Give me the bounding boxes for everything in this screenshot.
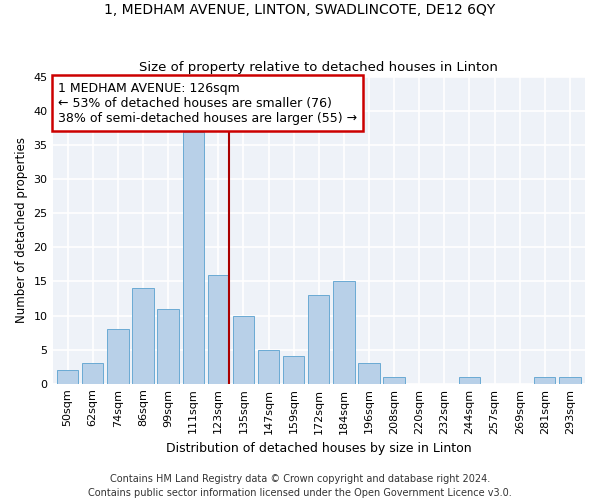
Bar xyxy=(107,329,128,384)
Bar xyxy=(233,316,254,384)
Text: 1 MEDHAM AVENUE: 126sqm
← 53% of detached houses are smaller (76)
38% of semi-de: 1 MEDHAM AVENUE: 126sqm ← 53% of detache… xyxy=(58,82,357,124)
Bar xyxy=(132,288,154,384)
Bar xyxy=(358,363,380,384)
Bar xyxy=(258,350,279,384)
Title: Size of property relative to detached houses in Linton: Size of property relative to detached ho… xyxy=(139,62,498,74)
Bar xyxy=(534,377,556,384)
Bar xyxy=(57,370,78,384)
Text: Contains HM Land Registry data © Crown copyright and database right 2024.
Contai: Contains HM Land Registry data © Crown c… xyxy=(88,474,512,498)
Bar xyxy=(459,377,480,384)
Bar xyxy=(157,308,179,384)
X-axis label: Distribution of detached houses by size in Linton: Distribution of detached houses by size … xyxy=(166,442,472,455)
Bar xyxy=(333,282,355,384)
Bar xyxy=(308,295,329,384)
Text: 1, MEDHAM AVENUE, LINTON, SWADLINCOTE, DE12 6QY: 1, MEDHAM AVENUE, LINTON, SWADLINCOTE, D… xyxy=(104,2,496,16)
Y-axis label: Number of detached properties: Number of detached properties xyxy=(15,138,28,324)
Bar xyxy=(559,377,581,384)
Bar xyxy=(82,363,103,384)
Bar xyxy=(383,377,405,384)
Bar xyxy=(283,356,304,384)
Bar xyxy=(208,274,229,384)
Bar xyxy=(182,132,204,384)
